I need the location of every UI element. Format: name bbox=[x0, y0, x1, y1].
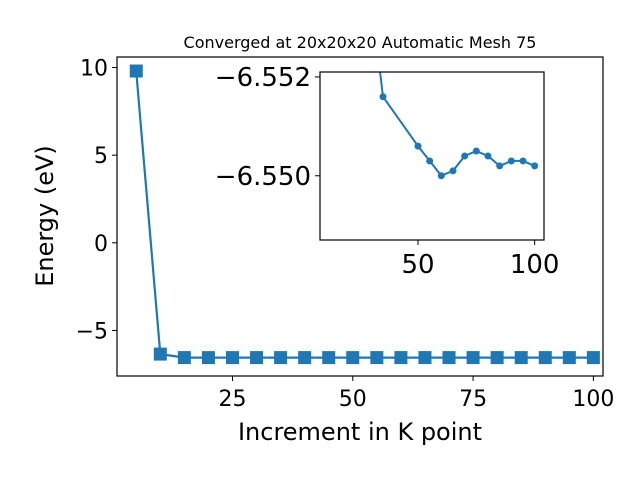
main-data-point bbox=[129, 64, 143, 78]
inset-background bbox=[320, 72, 544, 240]
main-data-point bbox=[514, 351, 528, 365]
main-y-tick-label: 5 bbox=[94, 144, 108, 169]
inset-data-point bbox=[519, 157, 527, 165]
main-data-point bbox=[225, 351, 239, 365]
main-data-point bbox=[322, 351, 336, 365]
y-axis-label: Energy (eV) bbox=[31, 145, 59, 287]
x-axis-label: Increment in K point bbox=[238, 418, 482, 446]
main-y-tick-label: −5 bbox=[76, 319, 108, 344]
inset-data-point bbox=[426, 157, 434, 165]
main-data-point bbox=[177, 351, 191, 365]
main-data-point bbox=[394, 351, 408, 365]
inset-data-point bbox=[507, 157, 515, 165]
inset-plot: 50 100 −6.552 −6.550 bbox=[215, 0, 560, 280]
main-data-point bbox=[442, 351, 456, 365]
inset-data-point bbox=[368, 0, 375, 1]
main-data-point bbox=[418, 351, 432, 365]
inset-series bbox=[368, 0, 539, 180]
main-data-point bbox=[562, 351, 576, 365]
inset-x-tick-label: 50 bbox=[401, 250, 434, 280]
main-data-point bbox=[201, 351, 215, 365]
inset-plot-frame bbox=[319, 71, 545, 241]
inset-data-point bbox=[437, 172, 445, 180]
main-x-tick-label: 50 bbox=[339, 387, 367, 412]
main-x-tick-label: 100 bbox=[572, 387, 614, 412]
inset-data-point bbox=[414, 142, 422, 150]
inset-data-point bbox=[484, 152, 492, 160]
main-plot: Converged at 20x20x20 Automatic Mesh 75 … bbox=[31, 33, 614, 446]
inset-data-point bbox=[449, 167, 457, 175]
main-data-point bbox=[274, 351, 288, 365]
inset-data-point bbox=[496, 162, 504, 170]
main-data-point bbox=[466, 351, 480, 365]
main-data-point bbox=[538, 351, 552, 365]
main-data-point bbox=[298, 351, 312, 365]
inset-ticks: 50 100 −6.552 −6.550 bbox=[215, 63, 560, 280]
inset-y-tick-label: −6.552 bbox=[215, 63, 311, 93]
inset-data-point bbox=[472, 147, 480, 155]
main-y-tick-label: 10 bbox=[80, 57, 108, 82]
main-series bbox=[129, 64, 600, 365]
main-x-tick-label: 25 bbox=[218, 387, 246, 412]
chart-title: Converged at 20x20x20 Automatic Mesh 75 bbox=[184, 33, 537, 52]
inset-y-tick-label: −6.550 bbox=[215, 162, 311, 192]
main-data-point bbox=[346, 351, 360, 365]
main-data-point bbox=[370, 351, 384, 365]
inset-data-point bbox=[461, 152, 469, 160]
inset-data-point bbox=[379, 93, 387, 101]
inset-x-tick-label: 100 bbox=[510, 250, 560, 280]
main-y-tick-label: 0 bbox=[94, 232, 108, 257]
main-data-point bbox=[586, 351, 600, 365]
main-data-point bbox=[250, 351, 264, 365]
main-data-point bbox=[153, 347, 167, 361]
main-ticks: 25 50 75 100 −5 0 5 10 bbox=[76, 57, 615, 412]
main-data-point bbox=[490, 351, 504, 365]
main-plot-frame bbox=[116, 56, 604, 377]
inset-data-point bbox=[531, 162, 539, 170]
main-x-tick-label: 75 bbox=[459, 387, 487, 412]
